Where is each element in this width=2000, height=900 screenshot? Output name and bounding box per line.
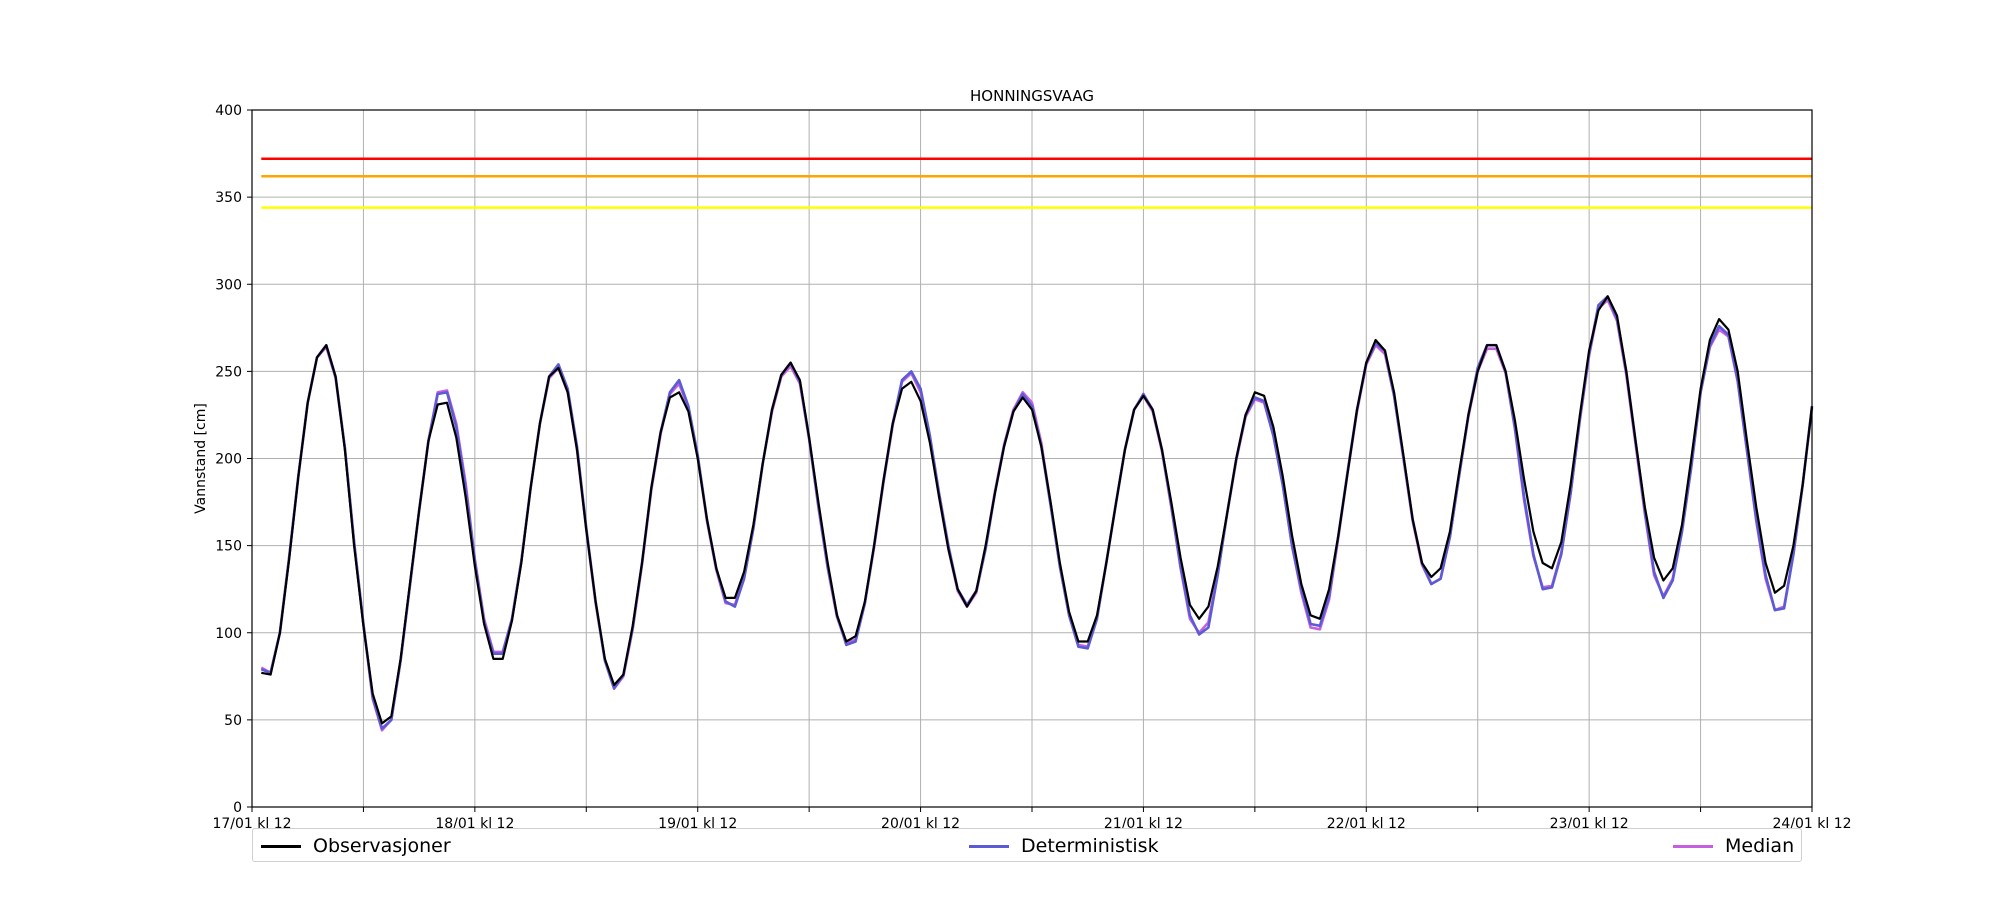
- y-tick-label: 350: [215, 190, 242, 206]
- grid: [251, 109, 1813, 808]
- legend-swatch-observasjoner: [261, 844, 301, 848]
- y-tick-label: 250: [215, 364, 242, 380]
- legend-swatch-median: [1673, 844, 1713, 848]
- legend-swatch-deterministisk: [969, 844, 1009, 848]
- y-axis: 0 50 100 150 200 250 300 350 400: [215, 103, 252, 816]
- chart-title: HONNINGSVAAG: [970, 87, 1094, 105]
- y-tick-label: 100: [215, 626, 242, 642]
- y-tick-label: 400: [215, 103, 242, 119]
- legend-label-deterministisk: Deterministisk: [1021, 835, 1159, 857]
- y-tick-label: 200: [215, 452, 242, 468]
- series-line-observasjoner: [261, 295, 1814, 725]
- legend-item-median: Median: [1673, 829, 1794, 863]
- legend-label-median: Median: [1725, 835, 1795, 857]
- series-line-median: [260, 298, 1814, 732]
- legend-item-observasjoner: Observasjoner: [261, 829, 451, 863]
- y-tick-label: 300: [215, 277, 242, 293]
- y-tick-label: 150: [215, 539, 242, 555]
- legend-label-observasjoner: Observasjoner: [313, 835, 451, 857]
- series-lines: [260, 295, 1814, 732]
- y-tick-label: 50: [224, 713, 242, 729]
- y-tick-label: 0: [233, 800, 242, 816]
- y-axis-label: Vannstand [cm]: [193, 403, 209, 514]
- series-line-deterministisk: [260, 295, 1814, 730]
- threshold-lines: [261, 157, 1812, 209]
- legend: Observasjoner Deterministisk Median: [252, 828, 1802, 862]
- legend-item-deterministisk: Deterministisk: [969, 829, 1159, 863]
